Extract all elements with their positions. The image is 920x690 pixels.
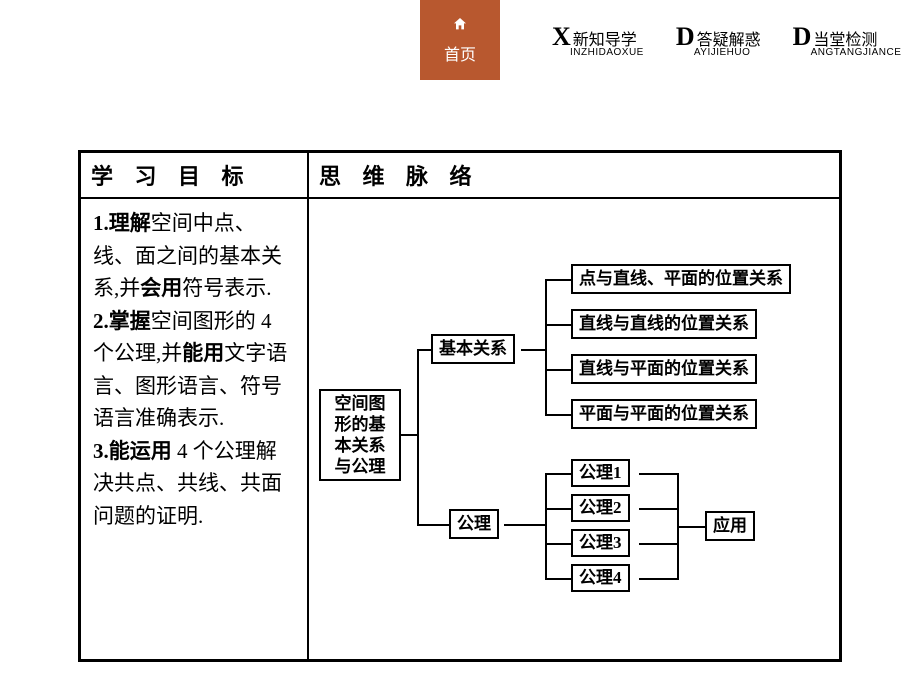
- connector: [521, 349, 545, 351]
- goal-num: 2.: [93, 309, 109, 333]
- nav-letter: X: [552, 24, 571, 50]
- home-tab[interactable]: 首页: [420, 0, 500, 80]
- nav-pinyin: ANGTANGJIANCE: [811, 48, 902, 58]
- connector: [545, 369, 571, 371]
- connector: [545, 578, 571, 580]
- nav-letter: D: [793, 24, 812, 50]
- node-ax4: 公理4: [571, 564, 630, 592]
- node-app: 应用: [705, 511, 755, 541]
- node-ax1: 公理1: [571, 459, 630, 487]
- node-ax3: 公理3: [571, 529, 630, 557]
- node-rel2: 直线与直线的位置关系: [571, 309, 757, 339]
- goal-bold: 能运用: [109, 439, 172, 463]
- goal-bold: 能用: [182, 341, 224, 365]
- connector: [545, 473, 571, 475]
- nav-letter: D: [676, 24, 695, 50]
- node-root: 空间图形的基本关系与公理: [319, 389, 401, 481]
- connector: [545, 279, 571, 281]
- goal-bold: 会用: [140, 276, 182, 300]
- mindmap-diagram: 空间图形的基本关系与公理 基本关系 公理 点与直线、平面的位置关系 直线与直线的…: [309, 199, 839, 659]
- nav-pinyin: INZHIDAOXUE: [570, 48, 644, 58]
- nav-pinyin: AYIJIEHUO: [694, 48, 761, 58]
- nav-items: X 新知导学 INZHIDAOXUE D 答疑解惑 AYIJIEHUO D 当堂…: [552, 24, 901, 58]
- connector: [401, 434, 417, 436]
- header-mindmap: 思 维 脉 络: [309, 153, 839, 197]
- content-table: 学 习 目 标 思 维 脉 络 1.理解空间中点、线、面之间的基本关系,并会用符…: [78, 150, 842, 662]
- goal-num: 3.: [93, 439, 109, 463]
- connector: [417, 349, 431, 351]
- node-branch2: 公理: [449, 509, 499, 539]
- table-header-row: 学 习 目 标 思 维 脉 络: [81, 153, 839, 199]
- nav-item-xinzhi[interactable]: X 新知导学 INZHIDAOXUE: [552, 24, 644, 58]
- goal-num: 1.: [93, 211, 109, 235]
- connector: [677, 526, 705, 528]
- learning-objectives: 1.理解空间中点、线、面之间的基本关系,并会用符号表示. 2.掌握空间图形的 4…: [81, 199, 309, 659]
- connector: [545, 414, 571, 416]
- connector: [639, 508, 677, 510]
- connector: [639, 473, 677, 475]
- node-branch1: 基本关系: [431, 334, 515, 364]
- connector: [417, 349, 419, 526]
- connector: [504, 524, 545, 526]
- home-label: 首页: [444, 41, 476, 65]
- home-icon: [452, 16, 468, 37]
- connector: [639, 543, 677, 545]
- connector: [545, 279, 547, 416]
- table-body-row: 1.理解空间中点、线、面之间的基本关系,并会用符号表示. 2.掌握空间图形的 4…: [81, 199, 839, 659]
- goal-bold: 掌握: [109, 309, 151, 333]
- connector: [639, 578, 677, 580]
- nav-item-dangtang[interactable]: D 当堂检测 ANGTANGJIANCE: [793, 24, 902, 58]
- node-rel4: 平面与平面的位置关系: [571, 399, 757, 429]
- connector: [545, 543, 571, 545]
- goal-bold: 理解: [109, 211, 151, 235]
- top-nav: 首页 X 新知导学 INZHIDAOXUE D 答疑解惑 AYIJIEHUO D…: [0, 0, 920, 80]
- node-ax2: 公理2: [571, 494, 630, 522]
- node-rel3: 直线与平面的位置关系: [571, 354, 757, 384]
- connector: [545, 324, 571, 326]
- goal-text: 符号表示.: [182, 276, 271, 300]
- connector: [545, 508, 571, 510]
- header-objectives: 学 习 目 标: [81, 153, 309, 197]
- node-rel1: 点与直线、平面的位置关系: [571, 264, 791, 294]
- connector: [417, 524, 449, 526]
- nav-item-dayi[interactable]: D 答疑解惑 AYIJIEHUO: [676, 24, 761, 58]
- connector: [545, 473, 547, 580]
